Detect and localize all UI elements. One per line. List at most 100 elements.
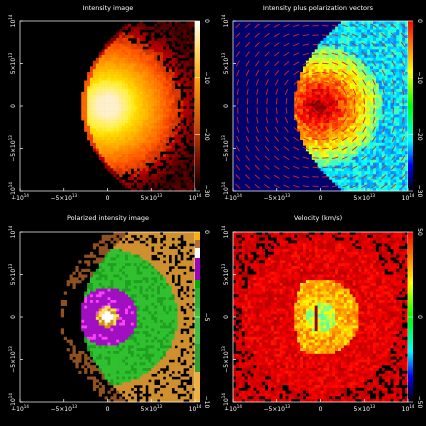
polarization-vector [341,24,349,28]
x-tick-label: 1014 [189,193,202,202]
polarization-vector [264,145,270,152]
x-tick-label: −1014 [224,404,242,413]
polarization-vector [275,116,279,124]
polarization-vector [401,79,405,86]
polarization-vector [400,32,406,38]
polarization-vector [245,51,250,57]
polarization-vector [322,147,329,150]
polarization-vector [381,42,387,48]
polarization-vector [293,33,300,37]
colorbar-tick-label: 0 [203,230,210,234]
polarization-vector [351,70,358,76]
polarization-vector [302,147,310,150]
polarization-vector [391,135,396,143]
x-tick-labels: −1014 −5×1013 0 5×1013 1014 [11,399,202,413]
y-tick-labels: −1014 −5×1013 0 5×1013 1014 [221,225,236,411]
polarization-vector [391,51,396,57]
colorbar-ticks: 50 0 −50 [408,228,423,409]
polarization-vector [302,43,310,46]
panel-title: Intensity plus polarization vectors [263,4,374,12]
polarization-vector [390,32,396,38]
polarization-vector [255,136,260,143]
polarization-vector [312,157,319,159]
polarization-vector [283,70,290,76]
polarization-vector [400,41,406,48]
polarization-vector [371,155,377,161]
colorbar-ticks: 0 −5 −10 [195,230,210,409]
polarization-vector [400,164,406,171]
polarization-vector [381,136,386,143]
polarization-vector [352,117,357,124]
polarization-vector [294,117,299,124]
polarization-vector [353,98,356,105]
panel-intensity-polarization: Intensity plus polarization vectors 0−10… [221,4,423,202]
polarization-vector [322,118,329,122]
polarization-vector [361,23,368,28]
polarization-vector [362,126,367,133]
polarization-vector [264,184,270,189]
polarization-vector [341,33,348,37]
x-tick-labels: −1014 −5×1013 0 5×1013 1014 [224,188,415,202]
polarization-vector [246,126,250,133]
polarization-vector [391,69,396,77]
x-tick-label: 5×1013 [140,404,162,413]
polarization-vector [293,52,300,56]
polarization-vector [245,41,251,48]
colorbar-tick-label: −10 [203,396,210,409]
polarization-vector [264,174,270,180]
polarization-vector [371,145,377,152]
polarization-vector [401,60,406,67]
polarization-vector [361,184,368,189]
polarization-vector [236,88,239,96]
polarization-vector [390,183,397,189]
polarization-vector [235,23,241,29]
polarization-vector [254,32,261,38]
polarization-vector [341,175,348,179]
x-tick-labels: −1014 −5×1013 0 5×1013 1014 [11,188,202,202]
heatmap-area [233,232,409,403]
polarization-vector [273,155,280,161]
polarization-vector [351,33,358,37]
polarization-vector [332,127,339,132]
polarization-vector [351,146,358,151]
polarization-vector [255,145,260,152]
polarization-vector [273,184,280,189]
y-tick-label: 1014 [8,225,17,238]
polarization-vector [236,116,239,124]
polarization-vector [343,107,346,114]
x-tick-label: −5×1013 [50,193,77,202]
polarization-vector [331,34,339,37]
polarization-vector [273,165,280,170]
polarization-vector [284,88,289,95]
polarization-vector [331,24,339,27]
y-tick-label: 0 [10,104,17,108]
heatmap-area [60,232,196,403]
polarization-vector [351,175,358,179]
polarization-vector [244,23,251,29]
colorbar-tick-label: −5 [203,313,210,322]
polarization-vector [381,145,386,152]
polarization-vector [283,136,290,142]
x-tick-label: −1014 [224,193,242,202]
polarization-vector [264,51,270,57]
polarization-vector [265,126,269,133]
polarization-vector [322,128,329,131]
polarization-vector [381,51,387,57]
x-tick-label: −5×1013 [263,404,290,413]
polarization-vector [380,174,387,180]
polarization-vector [302,62,310,65]
polarization-vector [351,24,358,28]
polarization-vector [293,127,299,133]
polarization-vector [254,23,261,29]
polarization-vector [254,174,261,180]
polarization-vector [372,116,376,124]
polarization-vector [401,135,405,143]
polarization-vector [352,88,357,95]
polarization-vector [292,184,300,188]
polarization-vector [332,89,338,95]
polarization-vector [254,155,260,161]
polarization-vector [283,155,290,161]
polarization-vector [373,98,375,105]
polarization-vector [273,174,280,179]
x-tick-label: 5×1013 [353,193,375,202]
